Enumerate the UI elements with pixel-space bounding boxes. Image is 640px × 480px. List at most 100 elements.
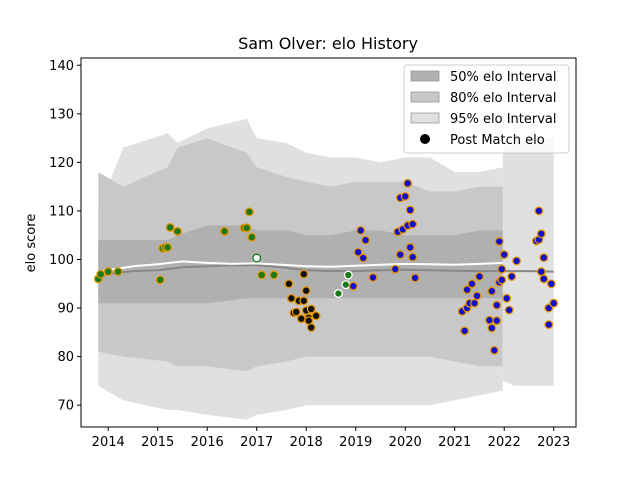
match-point xyxy=(460,326,470,336)
match-point xyxy=(333,289,343,298)
match-point xyxy=(257,270,267,280)
plot-frame xyxy=(80,57,577,428)
y-tick-label: 100 xyxy=(49,253,74,268)
match-point xyxy=(489,345,499,355)
x-tick-label: 2014 xyxy=(92,435,125,450)
legend: 50% elo Interval 80% elo Interval 95% elo … xyxy=(403,64,570,154)
match-point xyxy=(492,300,502,310)
match-point xyxy=(286,293,296,303)
plot-area xyxy=(93,118,559,420)
x-tick-label: 2016 xyxy=(191,435,224,450)
legend-label: 95% elo Interval xyxy=(450,112,557,127)
match-point xyxy=(512,256,522,266)
y-tick-label: 140 xyxy=(49,59,74,74)
match-point xyxy=(163,242,173,252)
legend-marker xyxy=(420,134,430,144)
match-point xyxy=(361,235,371,245)
match-point xyxy=(484,315,494,325)
match-point xyxy=(306,323,316,332)
match-point xyxy=(546,279,556,289)
match-point xyxy=(497,264,507,274)
match-point xyxy=(390,264,400,274)
match-point xyxy=(492,316,502,326)
legend-swatch xyxy=(410,70,440,82)
legend-label: 80% elo Interval xyxy=(450,91,557,106)
match-point xyxy=(405,242,415,252)
match-point xyxy=(311,311,321,321)
match-point xyxy=(487,323,497,333)
match-point xyxy=(539,253,549,263)
match-point xyxy=(408,219,418,229)
band-95-tail xyxy=(502,138,554,386)
match-point xyxy=(299,269,309,279)
match-point xyxy=(269,270,279,280)
match-point xyxy=(220,226,229,236)
match-point xyxy=(497,275,507,285)
match-point xyxy=(499,250,509,260)
chart-title: Sam Olver: elo History xyxy=(238,34,418,53)
match-point xyxy=(405,205,415,215)
match-point xyxy=(400,191,410,201)
match-point xyxy=(244,207,254,217)
white-elo-line xyxy=(98,260,503,273)
x-tick-label: 2015 xyxy=(141,435,174,450)
match-point xyxy=(507,272,517,281)
y-tick-label: 90 xyxy=(57,302,74,317)
match-point xyxy=(356,225,366,235)
match-point xyxy=(410,273,420,283)
match-point xyxy=(296,314,306,324)
y-tick-label: 130 xyxy=(49,107,74,122)
match-point xyxy=(467,279,477,289)
match-point xyxy=(348,281,358,291)
x-axis: 2014 2015 2016 2017 2018 2019 2020 2021 2022 2023 xyxy=(92,427,570,450)
match-point xyxy=(341,280,351,290)
match-point xyxy=(368,273,378,282)
match-point xyxy=(502,293,512,303)
x-tick-label: 2019 xyxy=(339,435,372,450)
x-tick-label: 2018 xyxy=(290,435,323,450)
x-tick-label: 2021 xyxy=(438,435,471,450)
y-tick-label: 110 xyxy=(49,204,74,219)
x-tick-label: 2017 xyxy=(240,435,273,450)
x-tick-label: 2022 xyxy=(488,435,521,450)
match-point xyxy=(475,272,484,281)
match-point xyxy=(155,275,165,285)
x-tick-label: 2023 xyxy=(537,435,570,450)
match-point xyxy=(403,178,413,188)
match-point xyxy=(306,304,316,314)
match-point xyxy=(536,267,546,277)
match-point xyxy=(395,250,405,260)
match-point xyxy=(544,320,554,330)
y-tick-label: 120 xyxy=(49,156,74,171)
match-point xyxy=(284,279,294,289)
match-point xyxy=(291,307,301,317)
match-point xyxy=(343,270,353,280)
x-tick-label: 2020 xyxy=(389,435,422,450)
match-point xyxy=(103,267,113,277)
match-point xyxy=(165,222,175,232)
match-point xyxy=(173,226,182,236)
match-point xyxy=(408,252,418,262)
legend-swatch xyxy=(410,91,440,103)
match-point xyxy=(301,286,311,296)
match-point xyxy=(536,229,546,239)
match-point xyxy=(299,296,309,306)
match-point xyxy=(113,267,123,277)
band-50 xyxy=(98,225,503,304)
legend-box xyxy=(403,64,570,154)
match-point xyxy=(96,269,106,279)
match-point xyxy=(470,298,479,308)
match-point xyxy=(472,291,482,301)
legend-swatch xyxy=(410,112,440,124)
match-point xyxy=(252,253,262,263)
match-point xyxy=(487,286,497,296)
match-point xyxy=(247,232,257,242)
legend-label: 50% elo Interval xyxy=(450,70,557,85)
match-point xyxy=(494,237,504,246)
match-point xyxy=(358,253,368,263)
y-axis: 70 80 90 100 110 120 130 140 xyxy=(49,59,81,414)
y-tick-label: 70 xyxy=(57,399,74,414)
match-point xyxy=(353,247,363,257)
legend-label: Post Match elo xyxy=(450,133,545,148)
